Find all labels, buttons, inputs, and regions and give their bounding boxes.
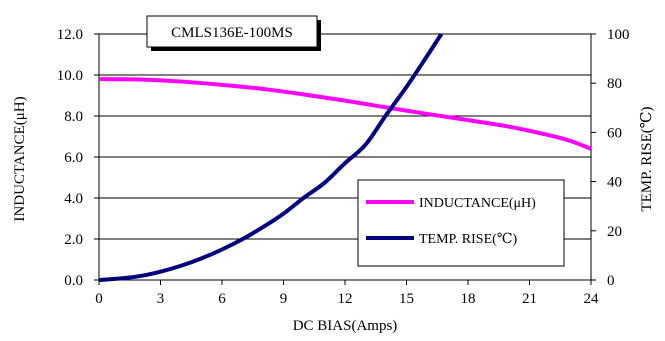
x-tick-label: 24	[584, 291, 600, 307]
y-tick-label: 0.0	[64, 273, 83, 289]
series-line-inductance	[98, 77, 592, 151]
x-tick-label: 15	[399, 291, 414, 307]
x-tick-label: 3	[157, 291, 165, 307]
y2-tick-label: 100	[607, 27, 630, 43]
series-line-temp-rise	[98, 32, 444, 282]
series-layer	[98, 32, 592, 282]
y-tick-label: 12.0	[57, 27, 83, 43]
x-tick-label: 0	[95, 291, 103, 307]
legend-label-inductance: INDUCTANCE(μH)	[419, 196, 536, 211]
chart-title: CMLS136E-100MS	[171, 25, 293, 41]
y2-tick-label: 20	[607, 224, 622, 240]
y-tick-label: 4.0	[64, 191, 83, 207]
y-axis-title: INDUCTANCE(μH)	[12, 96, 28, 221]
x-tick-label: 12	[338, 291, 353, 307]
x-tick-label: 18	[461, 291, 476, 307]
x-axis-title: DC BIAS(Amps)	[293, 318, 398, 334]
x-tick-label: 21	[522, 291, 537, 307]
chart-title-box: CMLS136E-100MS	[146, 15, 321, 51]
y2-tick-label: 60	[607, 125, 622, 141]
y2-tick-label: 40	[607, 175, 622, 191]
title-box-frame	[146, 15, 318, 48]
y-tick-label: 10.0	[57, 68, 83, 84]
y2-axis-title: TEMP. RISE(℃)	[639, 106, 655, 211]
x-tick-label: 6	[218, 291, 226, 307]
legend-frame	[357, 179, 565, 267]
y-tick-label: 2.0	[64, 232, 83, 248]
y-tick-label: 6.0	[64, 150, 83, 166]
x-tick-label: 9	[280, 291, 288, 307]
legend: INDUCTANCE(μH) TEMP. RISE(℃)	[357, 179, 565, 267]
tick-layer: 0 3 6 9 12 15 18 21 24 0.0 2.0 4.0 6.0 8.0 10.0 12.0 0 20…	[57, 27, 630, 307]
y-tick-label: 8.0	[64, 109, 83, 125]
legend-label-temp-rise: TEMP. RISE(℃)	[419, 232, 517, 247]
y2-tick-label: 80	[607, 76, 622, 92]
y2-tick-label: 0	[607, 273, 615, 289]
